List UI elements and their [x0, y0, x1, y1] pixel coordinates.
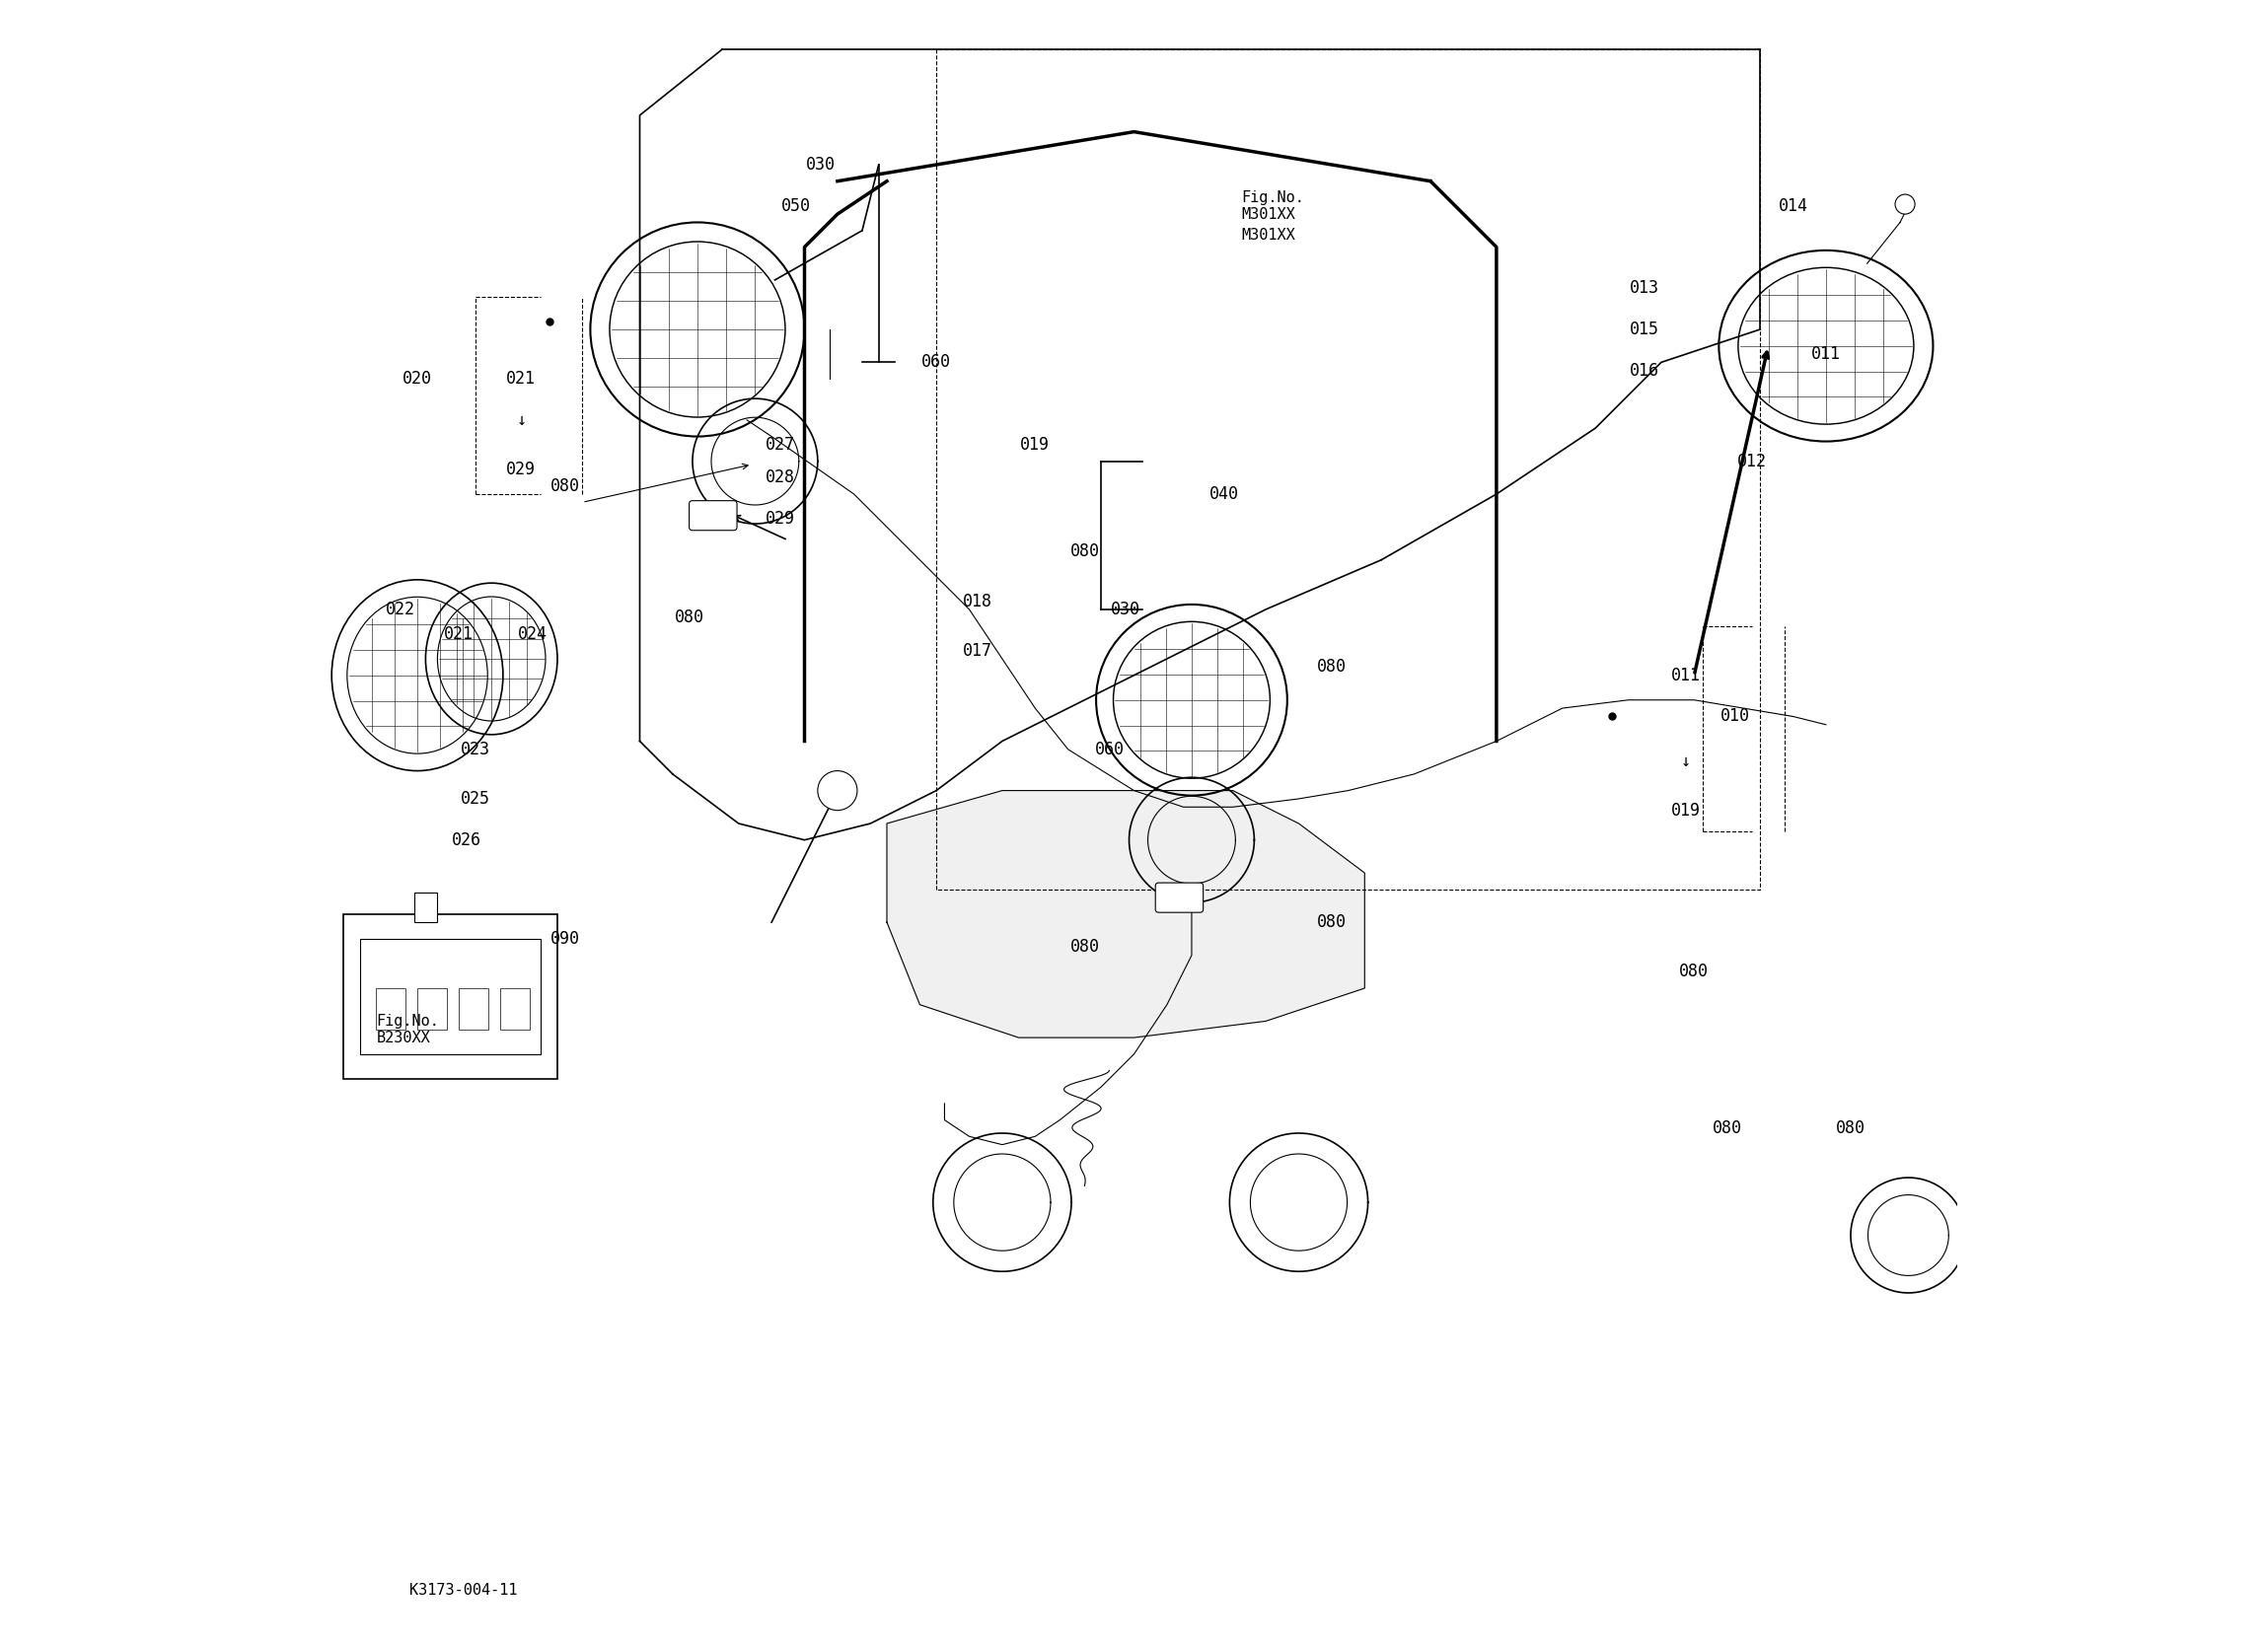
Text: 040: 040: [1209, 486, 1238, 502]
Text: 011: 011: [1672, 667, 1701, 684]
Text: 030: 030: [805, 156, 837, 173]
Text: Fig.No.
B230XX: Fig.No. B230XX: [376, 1013, 440, 1046]
Text: 028: 028: [764, 469, 794, 486]
Circle shape: [819, 771, 857, 810]
Text: 029: 029: [506, 461, 535, 478]
Text: 019: 019: [1021, 436, 1050, 453]
Text: 016: 016: [1631, 362, 1660, 379]
Text: 014: 014: [1778, 198, 1808, 214]
Text: 080: 080: [1835, 1120, 1867, 1136]
Text: 080: 080: [1070, 544, 1100, 560]
Text: 029: 029: [764, 511, 794, 527]
Polygon shape: [887, 791, 1365, 1038]
Bar: [361, 939, 540, 1054]
Circle shape: [1896, 194, 1914, 214]
Text: K3173-004-11: K3173-004-11: [408, 1583, 517, 1598]
Text: 025: 025: [460, 791, 490, 807]
Text: Fig.No.
M301XX: Fig.No. M301XX: [1241, 189, 1304, 222]
Text: 080: 080: [1318, 914, 1347, 931]
Bar: [376, 988, 406, 1029]
FancyBboxPatch shape: [689, 501, 737, 530]
Text: 013: 013: [1631, 280, 1660, 296]
Text: 027: 027: [764, 436, 794, 453]
Text: 021: 021: [506, 371, 535, 387]
FancyBboxPatch shape: [342, 914, 558, 1079]
Text: ↓: ↓: [517, 412, 526, 428]
Text: 080: 080: [674, 609, 703, 626]
Text: 080: 080: [1712, 1120, 1742, 1136]
Text: 024: 024: [517, 626, 547, 642]
Text: 026: 026: [451, 832, 481, 848]
Text: 080: 080: [1070, 939, 1100, 955]
Bar: [499, 988, 528, 1029]
Text: 020: 020: [401, 371, 433, 387]
Bar: [417, 988, 447, 1029]
Text: 090: 090: [551, 931, 581, 947]
Text: 060: 060: [921, 354, 950, 371]
Text: 050: 050: [782, 198, 812, 214]
FancyBboxPatch shape: [1154, 883, 1204, 912]
Text: 022: 022: [386, 601, 415, 618]
Text: 019: 019: [1672, 802, 1701, 819]
Text: 080: 080: [1318, 659, 1347, 675]
Text: 080: 080: [551, 478, 581, 494]
Text: 080: 080: [1678, 963, 1710, 980]
Text: 030: 030: [1111, 601, 1141, 618]
Text: 012: 012: [1737, 453, 1767, 469]
Text: 060: 060: [1095, 741, 1125, 758]
Text: 010: 010: [1721, 708, 1751, 725]
Text: ↓: ↓: [1681, 753, 1692, 769]
Text: 021: 021: [445, 626, 474, 642]
Text: 018: 018: [962, 593, 993, 609]
Bar: [458, 988, 488, 1029]
Text: 015: 015: [1631, 321, 1660, 338]
Text: 011: 011: [1812, 346, 1842, 362]
Text: M301XX: M301XX: [1241, 229, 1295, 242]
Text: 023: 023: [460, 741, 490, 758]
Text: 017: 017: [962, 642, 993, 659]
Bar: [415, 893, 438, 922]
